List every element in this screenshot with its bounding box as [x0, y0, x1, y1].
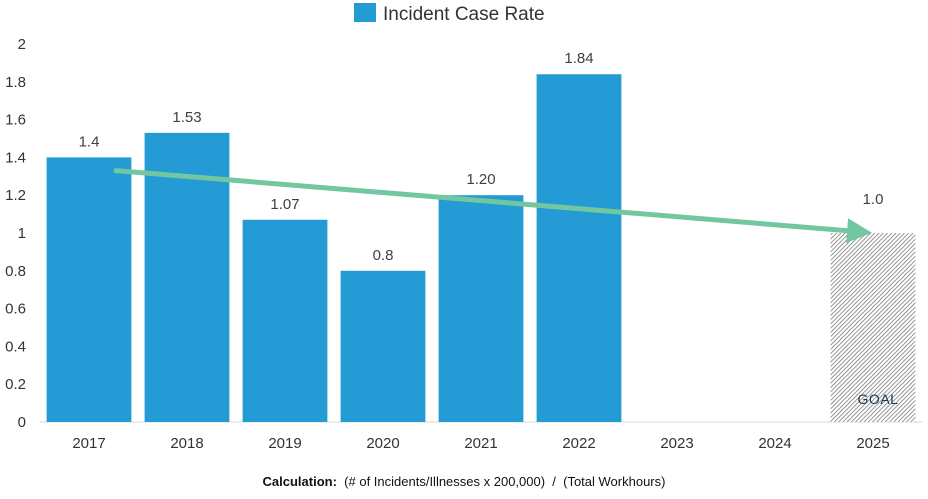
- bar: [438, 195, 524, 422]
- data-label: 0.8: [373, 247, 394, 264]
- data-label: 1.53: [172, 109, 201, 126]
- y-tick-label: 0.8: [5, 263, 26, 280]
- y-axis: 0 0.2 0.4 0.6 0.8 1 1.2 1.4 1.6 1.8 2: [5, 36, 26, 431]
- goal-label: GOAL: [858, 391, 899, 407]
- bars: [46, 74, 622, 423]
- x-tick-label: 2022: [562, 435, 595, 452]
- x-tick-label: 2021: [464, 435, 497, 452]
- goal-bar: [830, 233, 916, 422]
- bar-chart: Incident Case Rate 00.20.40.60.811.21.41…: [5, 3, 922, 452]
- x-tick-label: 2020: [366, 435, 399, 452]
- bar: [242, 219, 328, 422]
- x-tick-label: 2024: [758, 435, 791, 452]
- x-tick-label: 2017: [72, 435, 105, 452]
- y-tick-label: 1.8: [5, 74, 26, 91]
- y-tick-label: 0.2: [5, 376, 26, 393]
- trend-arrow: [113, 168, 872, 244]
- y-tick-label: 0.6: [5, 301, 26, 318]
- legend-label: Incident Case Rate: [383, 4, 545, 25]
- y-tick-label: 0.4: [5, 338, 26, 355]
- data-label: 1.07: [270, 196, 299, 213]
- data-label: 1.4: [79, 133, 100, 150]
- y-tick-label: 1: [18, 225, 26, 242]
- x-tick-label: 2023: [660, 435, 693, 452]
- y-tick-label: 1.6: [5, 112, 26, 129]
- calculation-footnote: Calculation: (# of Incidents/Illnesses x…: [0, 474, 928, 489]
- bar: [536, 74, 622, 423]
- bar: [340, 270, 426, 422]
- x-tick-label: 2018: [170, 435, 203, 452]
- legend-swatch: [354, 3, 376, 22]
- y-tick-label: 1.4: [5, 149, 26, 166]
- x-tick-label: 2019: [268, 435, 301, 452]
- y-tick-label: 0: [18, 414, 26, 431]
- y-tick-label: 2: [18, 36, 26, 53]
- goal-data-label: 1.0: [863, 191, 884, 208]
- footnote-label: Calculation:: [262, 474, 337, 489]
- bar: [46, 157, 132, 422]
- trend-arrow-line: [113, 168, 872, 244]
- y-tick-label: 1.2: [5, 187, 26, 204]
- footnote-text: (# of Incidents/Illnesses x 200,000) / (…: [344, 474, 666, 489]
- x-axis: 2017 2018 2019 2020 2021 2022 2023 2024 2025: [72, 435, 889, 452]
- legend: Incident Case Rate: [354, 3, 545, 25]
- x-tick-label: 2025: [856, 435, 889, 452]
- data-label: 1.84: [564, 50, 593, 67]
- goal-marker: 1.0 GOAL: [830, 191, 916, 422]
- data-labels: 1.4 1.53 1.07 0.8 1.20 1.84: [79, 50, 594, 264]
- data-label: 1.20: [466, 171, 495, 188]
